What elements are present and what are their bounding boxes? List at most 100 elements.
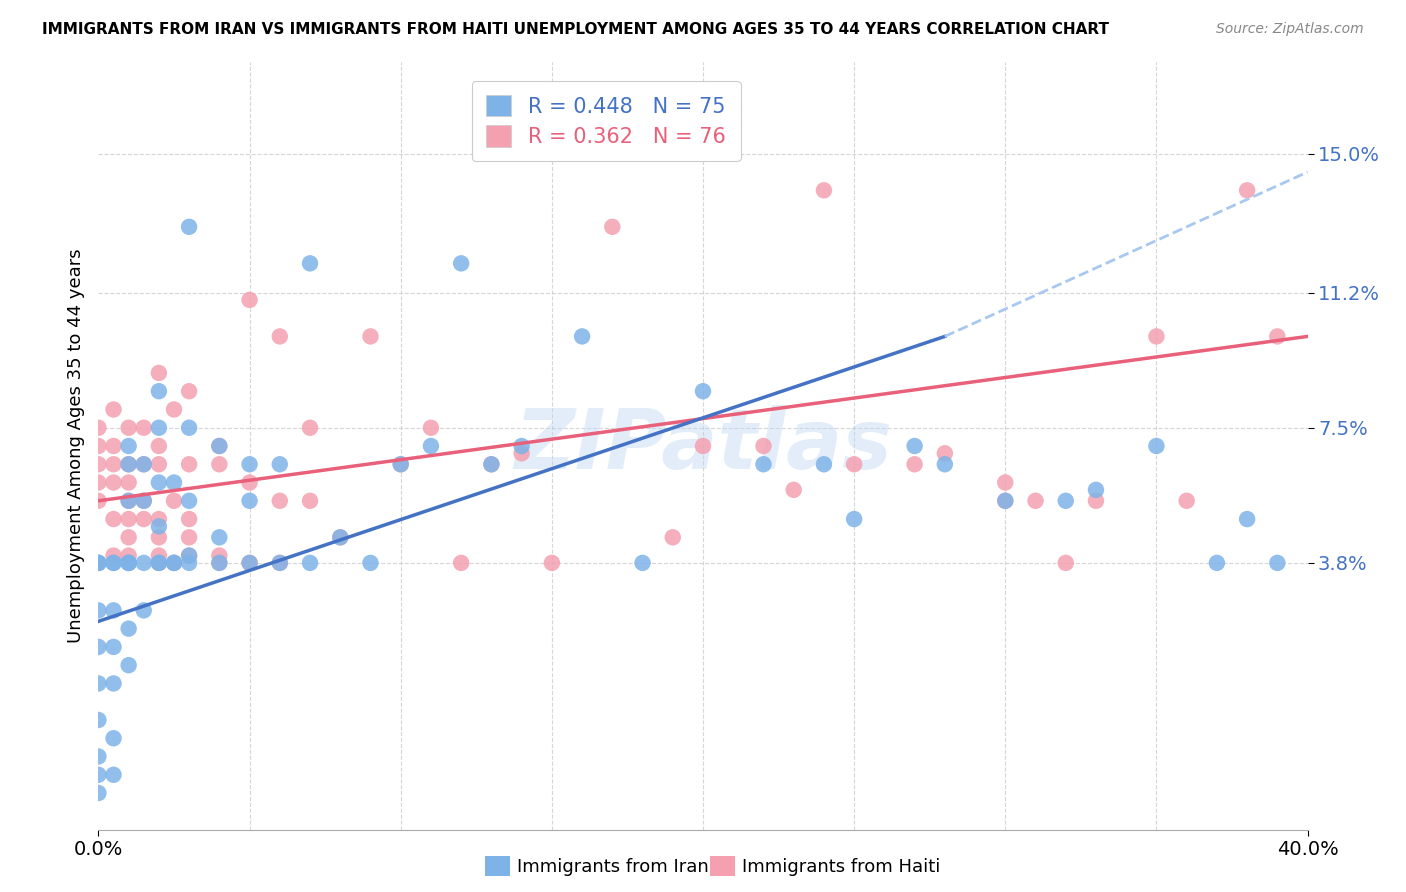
Point: [420, 421, 443, 435]
Point: [87, 556, 110, 570]
Point: [87, 556, 110, 570]
Point: [631, 556, 654, 570]
Point: [540, 556, 562, 570]
Point: [179, 549, 201, 563]
Point: [299, 556, 322, 570]
Point: [148, 475, 170, 490]
Point: [360, 556, 382, 570]
Point: [163, 556, 186, 570]
Point: [1267, 556, 1289, 570]
Point: [904, 457, 927, 471]
Point: [389, 457, 412, 471]
Point: [1144, 329, 1167, 343]
Point: [87, 556, 110, 570]
Y-axis label: Unemployment Among Ages 35 to 44 years: Unemployment Among Ages 35 to 44 years: [66, 249, 84, 643]
Point: [148, 439, 170, 453]
Point: [783, 483, 806, 497]
Point: [299, 493, 322, 508]
Point: [132, 603, 155, 617]
Point: [239, 556, 262, 570]
Point: [103, 676, 125, 690]
Text: ZIPatlas: ZIPatlas: [515, 406, 891, 486]
Point: [87, 786, 110, 800]
Point: [118, 475, 141, 490]
Point: [329, 530, 352, 544]
Point: [132, 457, 155, 471]
Point: [1206, 556, 1229, 570]
Point: [179, 493, 201, 508]
Point: [148, 512, 170, 526]
Point: [148, 549, 170, 563]
Point: [132, 493, 155, 508]
Point: [163, 402, 186, 417]
Point: [148, 556, 170, 570]
Point: [179, 549, 201, 563]
Point: [118, 556, 141, 570]
Text: Source: ZipAtlas.com: Source: ZipAtlas.com: [1216, 22, 1364, 37]
Point: [450, 556, 472, 570]
Point: [87, 475, 110, 490]
Point: [481, 457, 503, 471]
Point: [692, 384, 714, 399]
Point: [179, 530, 201, 544]
Point: [1144, 439, 1167, 453]
Point: [329, 530, 352, 544]
Point: [132, 493, 155, 508]
Point: [844, 457, 866, 471]
Point: [132, 421, 155, 435]
Point: [661, 530, 683, 544]
Point: [87, 640, 110, 654]
Point: [118, 421, 141, 435]
Point: [1085, 483, 1108, 497]
Point: [118, 457, 141, 471]
Point: [1054, 493, 1077, 508]
Point: [118, 556, 141, 570]
Point: [103, 475, 125, 490]
Point: [844, 512, 866, 526]
Point: [1024, 493, 1046, 508]
Point: [103, 603, 125, 617]
Point: [510, 446, 533, 460]
Point: [1085, 493, 1108, 508]
Point: [118, 493, 141, 508]
Point: [208, 439, 231, 453]
Point: [239, 293, 262, 307]
Point: [1054, 556, 1077, 570]
Text: Immigrants from Haiti: Immigrants from Haiti: [742, 858, 941, 876]
Point: [103, 556, 125, 570]
Point: [813, 183, 835, 197]
Point: [934, 446, 956, 460]
Point: [994, 475, 1017, 490]
Point: [148, 556, 170, 570]
Point: [87, 603, 110, 617]
Point: [208, 549, 231, 563]
Point: [103, 549, 125, 563]
Point: [1175, 493, 1198, 508]
Point: [87, 749, 110, 764]
Point: [269, 556, 291, 570]
Point: [118, 493, 141, 508]
Point: [103, 640, 125, 654]
Point: [103, 556, 125, 570]
Point: [148, 457, 170, 471]
Point: [752, 439, 775, 453]
Point: [239, 457, 262, 471]
Point: [450, 256, 472, 270]
Point: [103, 768, 125, 782]
Point: [87, 768, 110, 782]
Point: [103, 512, 125, 526]
Point: [148, 530, 170, 544]
Point: [163, 493, 186, 508]
Point: [602, 219, 624, 234]
Point: [208, 556, 231, 570]
Point: [148, 421, 170, 435]
Point: [208, 457, 231, 471]
Point: [269, 457, 291, 471]
Point: [118, 530, 141, 544]
Point: [179, 556, 201, 570]
Point: [1267, 329, 1289, 343]
Text: Immigrants from Iran: Immigrants from Iran: [517, 858, 709, 876]
Point: [934, 457, 956, 471]
Point: [118, 457, 141, 471]
Point: [118, 439, 141, 453]
